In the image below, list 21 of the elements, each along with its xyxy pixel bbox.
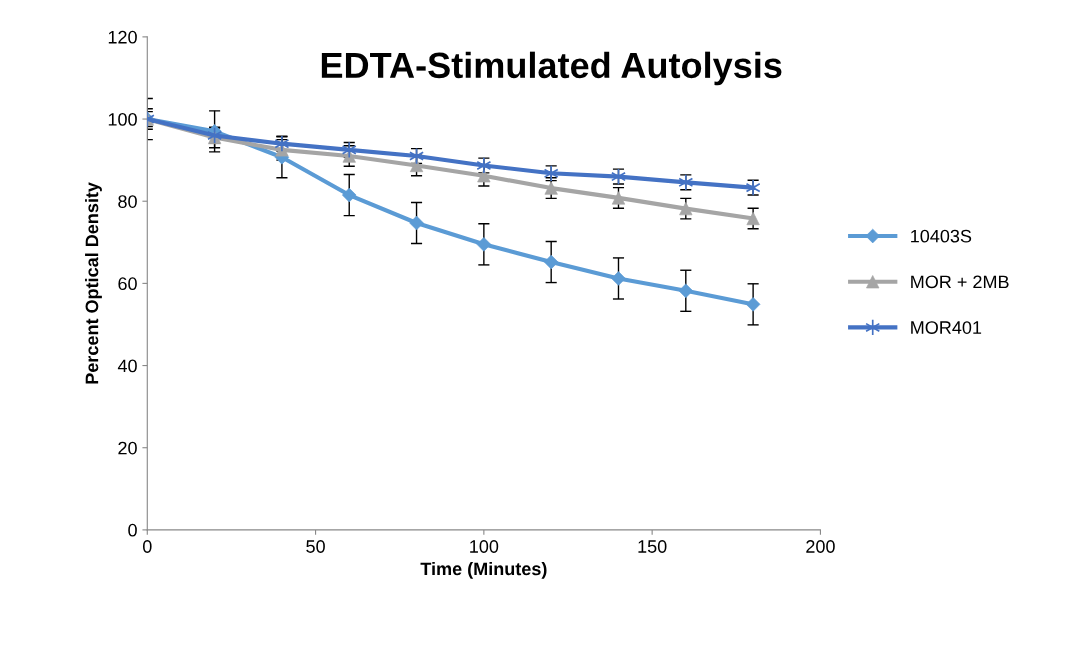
y-axis-title: Percent Optical Density	[85, 182, 102, 384]
y-tick-label: 80	[118, 195, 137, 208]
y-tick-label: 100	[108, 112, 137, 126]
legend-label: MOR + 2MB	[911, 275, 1009, 289]
x-tick-label: 0	[142, 540, 152, 553]
x-axis-title: Time (Minutes)	[420, 562, 547, 579]
x-tick-label: 150	[638, 540, 667, 553]
y-tick-label: 0	[128, 523, 137, 537]
x-tick-label: 200	[806, 540, 835, 553]
y-tick-label: 60	[118, 277, 137, 291]
x-tick-label: 50	[306, 540, 325, 553]
x-tick-label: 100	[470, 540, 499, 553]
y-tick-label: 120	[108, 30, 137, 44]
legend-label: MOR401	[911, 321, 982, 334]
y-tick-label: 20	[118, 441, 137, 455]
point	[342, 187, 357, 203]
point	[543, 254, 559, 270]
y-tick-label: 40	[117, 359, 137, 373]
chart-title: EDTA-Stimulated Autolysis	[321, 51, 782, 86]
point	[746, 211, 760, 226]
legend-label: 10403S	[911, 229, 972, 243]
